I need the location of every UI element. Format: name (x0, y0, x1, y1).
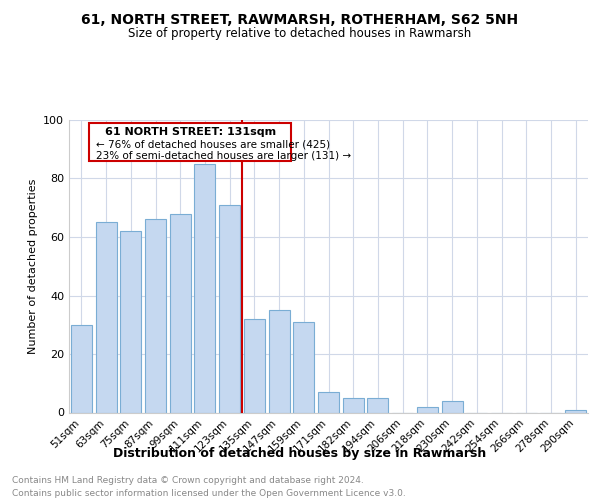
Text: Contains public sector information licensed under the Open Government Licence v3: Contains public sector information licen… (12, 489, 406, 498)
Bar (145, 220, 166, 412)
Text: 61, NORTH STREET, RAWMARSH, ROTHERHAM, S62 5NH: 61, NORTH STREET, RAWMARSH, ROTHERHAM, S… (82, 12, 518, 26)
Bar (565, 410, 586, 412)
Bar (367, 398, 388, 412)
Text: 61 NORTH STREET: 131sqm: 61 NORTH STREET: 131sqm (104, 128, 275, 138)
Bar (95, 222, 116, 412)
Bar (269, 310, 290, 412)
Bar (343, 398, 364, 412)
Bar (71, 325, 92, 412)
Bar (244, 319, 265, 412)
Text: Size of property relative to detached houses in Rawmarsh: Size of property relative to detached ho… (128, 28, 472, 40)
Bar (318, 392, 339, 412)
Bar (417, 406, 438, 412)
Bar (293, 322, 314, 412)
Bar (170, 214, 191, 412)
Bar (442, 401, 463, 412)
Bar (194, 164, 215, 412)
Bar (120, 231, 141, 412)
Text: Distribution of detached houses by size in Rawmarsh: Distribution of detached houses by size … (113, 448, 487, 460)
Y-axis label: Number of detached properties: Number of detached properties (28, 178, 38, 354)
Text: Contains HM Land Registry data © Crown copyright and database right 2024.: Contains HM Land Registry data © Crown c… (12, 476, 364, 485)
FancyBboxPatch shape (89, 123, 292, 161)
Text: 23% of semi-detached houses are larger (131) →: 23% of semi-detached houses are larger (… (96, 150, 352, 160)
Text: ← 76% of detached houses are smaller (425): ← 76% of detached houses are smaller (42… (96, 139, 331, 149)
Bar (219, 205, 240, 412)
